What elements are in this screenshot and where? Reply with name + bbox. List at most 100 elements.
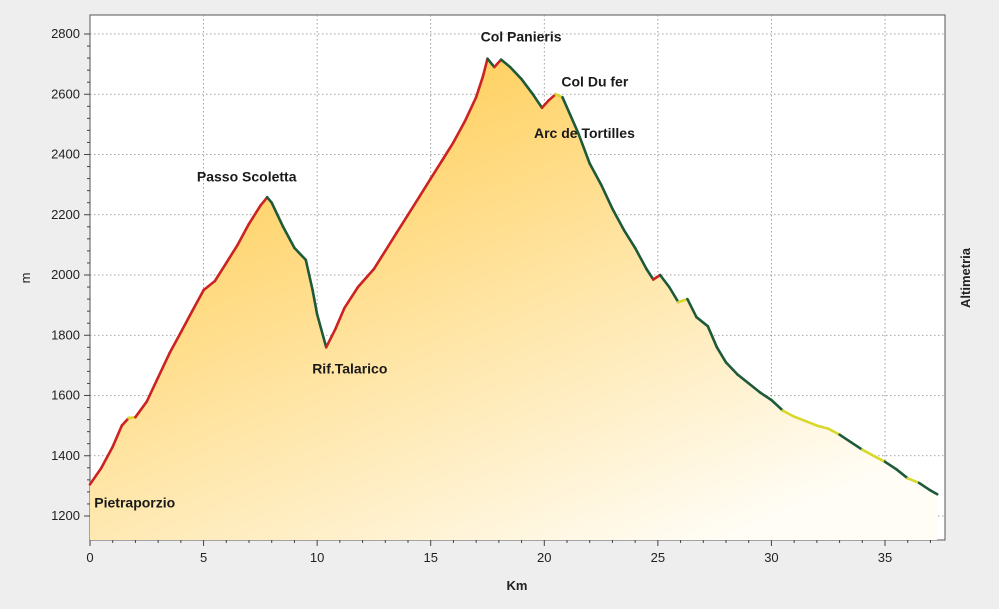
descent-segment [724,361,739,376]
waypoint-label: Arc de Tortilles [534,125,635,141]
climb-segment [100,445,114,470]
y-tick-label: 2400 [51,147,80,162]
climb-segment [333,306,346,331]
climb-segment [236,222,251,247]
descent-segment [599,183,614,210]
y-tick-label: 1200 [51,508,80,523]
climb-segment [168,330,183,355]
descent-segment [917,481,932,492]
x-tick-label: 25 [651,550,665,565]
descent-segment [611,207,626,232]
y-tick-label: 1800 [51,327,80,342]
climb-segment [547,93,557,102]
descent-segment [667,285,680,304]
elevation-line [88,57,939,496]
climb-segment [190,288,205,313]
x-tick-label: 30 [764,550,778,565]
descent-segment [695,315,710,328]
descent-segment [315,312,328,349]
climb-segment [213,261,228,283]
waypoint-label: Rif.Talarico [312,360,387,376]
waypoint-labels: Pietraporzio Passo Scoletta Rif.Talarico Co… [94,29,635,511]
climb-segment [540,99,551,110]
climb-segment [383,231,398,253]
y-tick-label: 2200 [51,207,80,222]
descent-segment [561,96,580,135]
descent-segment [281,225,296,250]
x-tick-label: 20 [537,550,551,565]
climb-segment [474,74,485,99]
descent-segment [849,440,864,452]
elevation-area [90,58,938,540]
descent-segment [747,382,762,394]
climb-segment [88,466,103,486]
flat-segment [860,448,875,458]
flat-segment [781,409,796,418]
descent-segment [622,228,637,250]
y-tick-label: 2600 [51,86,80,101]
climb-segment [463,96,478,123]
flat-segment [792,415,807,423]
x-tick-label: 0 [86,550,93,565]
descent-segment [486,57,496,69]
descent-segment [293,246,308,262]
descent-segment [304,258,314,292]
flat-segment [826,427,841,437]
climb-segment [259,196,269,207]
climb-segment [492,58,503,69]
right-axis-title: Altimetria [958,247,973,308]
flat-segment [906,476,921,485]
y-tick-label: 1600 [51,388,80,403]
climb-segment [395,213,410,235]
x-tick-label: 10 [310,550,324,565]
descent-segment [883,460,898,471]
climb-segment [324,327,337,349]
elevation-fill [90,58,938,540]
flat-segment [815,424,830,430]
descent-segment [895,467,910,480]
climb-segment [481,57,489,78]
y-axis-title: m [18,273,33,284]
climb-segment [202,279,217,292]
descent-segment [929,489,939,496]
descent-segment [270,201,285,229]
y-tick-label: 1400 [51,448,80,463]
descent-segment [770,398,785,412]
climb-segment [225,243,239,265]
descent-segment [658,273,671,289]
descent-segment [645,267,655,281]
climb-segment [247,204,262,226]
flat-segment [804,419,819,427]
climb-segment [651,273,662,281]
x-axis-title: Km [507,578,528,593]
descent-segment [531,93,544,110]
descent-segment [758,391,773,402]
climb-segment [372,249,387,271]
descent-segment [520,77,535,96]
climb-segment [120,416,130,427]
descent-segment [633,246,648,271]
climb-segment [356,267,376,289]
waypoint-label: Col Du fer [561,73,628,89]
climb-segment [406,195,421,217]
climb-segment [418,177,433,198]
descent-segment [499,58,512,69]
axis-ticks: 0 5 10 15 20 25 30 35 1200 1400 1600 1800 2000 2200 24… [51,26,931,565]
climb-segment [429,159,444,180]
climb-segment [111,424,124,449]
climb-segment [134,400,149,419]
climb-segment [452,120,467,144]
x-tick-label: 5 [200,550,207,565]
descent-segment [508,65,523,81]
descent-segment [715,345,728,364]
climb-segment [145,376,160,403]
descent-segment [686,297,698,319]
descent-segment [736,373,751,385]
climb-segment [179,309,194,334]
waypoint-label: Col Panieris [481,29,562,45]
x-tick-label: 35 [878,550,892,565]
descent-segment [838,433,853,444]
climb-segment [440,141,455,162]
climb-segment [156,351,171,379]
